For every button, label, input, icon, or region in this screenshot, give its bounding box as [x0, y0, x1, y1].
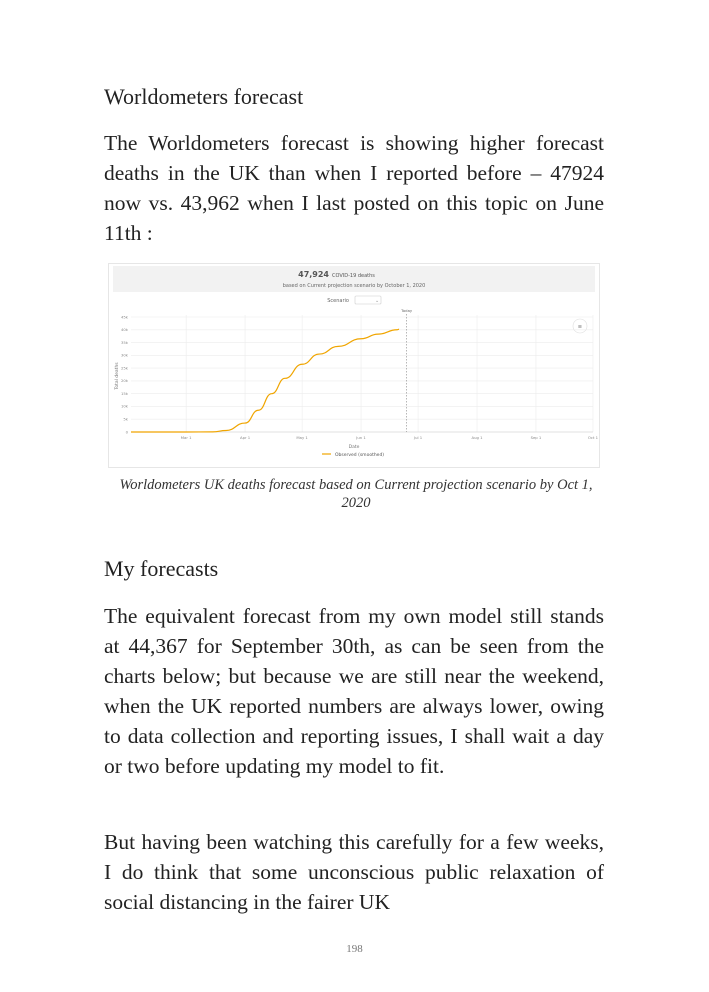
chevron-down-icon: ⌄ [375, 299, 379, 304]
y-tick-label: 45k [121, 314, 129, 319]
chart-header-box [113, 266, 595, 292]
y-tick-label: 5k [123, 417, 128, 422]
chart-subtitle: based on Current projection scenario by … [283, 283, 426, 289]
x-tick-label: Apr 1 [240, 435, 251, 440]
y-tick-label: 40k [121, 327, 129, 332]
scenario-label: Scenario [327, 298, 349, 304]
hamburger-menu-icon: ≡ [578, 323, 582, 331]
paragraph-worldometers: The Worldometers forecast is showing hig… [104, 131, 604, 245]
x-tick-label: Aug 1 [472, 435, 484, 440]
y-tick-label: 15k [121, 391, 129, 396]
y-tick-label: 30k [121, 353, 129, 358]
y-tick-label: 35k [121, 340, 129, 345]
chart-svg: 47,924 COVID-19 deaths based on Current … [113, 266, 599, 458]
worldometers-chart-image: 47,924 COVID-19 deaths based on Current … [108, 263, 600, 468]
paragraph-my-forecasts-1: The equivalent forecast from my own mode… [104, 604, 604, 778]
y-tick-label: 25k [121, 365, 129, 370]
headline-unit: COVID-19 deaths [332, 273, 375, 279]
section-heading-worldometers: Worldometers forecast [104, 84, 304, 109]
x-tick-label: Jun 1 [355, 435, 366, 440]
x-tick-label: Sep 1 [531, 435, 542, 440]
y-tick-label: 0 [126, 429, 129, 434]
figure-caption-line2: 2020 [341, 495, 371, 511]
headline-value: 47,924 [298, 270, 329, 279]
page-number: 198 [346, 943, 363, 955]
x-axis-label: Date [349, 444, 360, 450]
paragraph-my-forecasts-2: But having been watching this carefully … [104, 830, 604, 914]
today-label: Today [400, 308, 413, 313]
figure-caption-line1: Worldometers UK deaths forecast based on… [119, 477, 593, 493]
y-tick-label: 20k [121, 378, 129, 383]
x-tick-label: May 1 [296, 435, 308, 440]
scenario-select[interactable] [354, 295, 382, 305]
x-tick-label: Oct 1 [588, 435, 599, 440]
section-heading-my-forecasts: My forecasts [104, 556, 219, 581]
legend-label[interactable]: Observed (smoothed) [335, 452, 384, 458]
x-tick-label: Jul 1 [413, 435, 423, 440]
y-tick-label: 10k [121, 404, 129, 409]
y-axis-label: Total deaths [114, 362, 120, 391]
series-line-observed-smoothed [131, 328, 400, 433]
x-tick-label: Mar 1 [181, 435, 192, 440]
